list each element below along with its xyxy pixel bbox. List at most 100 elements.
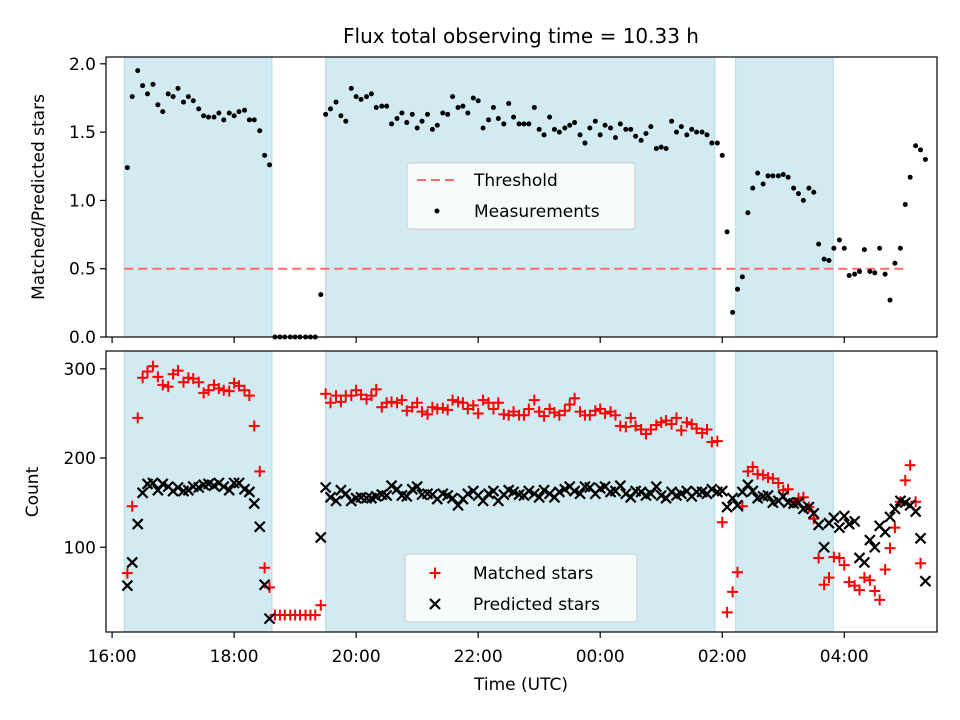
predicted-point xyxy=(228,477,240,489)
measurement-point xyxy=(460,103,466,109)
matched-point xyxy=(345,390,357,402)
predicted-point xyxy=(833,521,846,534)
legend-measurements-swatch xyxy=(434,208,440,214)
top-x-ticks xyxy=(111,337,845,343)
matched-point xyxy=(833,552,845,564)
measurement-point xyxy=(490,105,496,111)
predicted-point xyxy=(838,510,851,522)
matched-point xyxy=(487,403,499,415)
matched-point xyxy=(675,424,687,436)
matched-point xyxy=(335,396,347,408)
measurement-point xyxy=(185,94,191,100)
predicted-point xyxy=(858,556,871,569)
matched-point xyxy=(559,405,571,417)
measurement-point xyxy=(414,125,420,131)
matched-point xyxy=(701,424,713,436)
measurement-point xyxy=(816,241,822,247)
matched-point xyxy=(396,394,408,406)
measurement-point xyxy=(709,140,715,146)
measurement-point xyxy=(196,106,202,112)
x-tick-label: 20:00 xyxy=(332,647,381,667)
matched-stars-series xyxy=(121,360,927,621)
measurement-point xyxy=(242,107,247,113)
top-y-axis-label: Matched/Predicted stars xyxy=(29,94,49,300)
predicted-point xyxy=(864,534,876,546)
top-legend: Threshold Measurements xyxy=(406,162,636,230)
matched-point xyxy=(472,407,484,419)
predicted-point xyxy=(385,479,398,492)
measurement-point xyxy=(821,256,827,262)
measurement-point xyxy=(831,245,837,251)
predicted-point xyxy=(248,497,261,510)
measurement-point xyxy=(617,121,623,127)
y-tick-label: 0.0 xyxy=(69,328,96,348)
matched-point xyxy=(818,579,830,591)
predicted-point xyxy=(172,481,184,494)
y-tick-label: 300 xyxy=(64,360,96,380)
x-tick-label: 00:00 xyxy=(576,647,625,667)
predicted-point xyxy=(574,487,586,500)
measurement-point xyxy=(628,126,634,132)
measurement-point xyxy=(902,202,908,208)
measurement-point xyxy=(745,210,751,216)
predicted-point xyxy=(401,490,413,503)
predicted-point xyxy=(731,499,744,512)
predicted-point xyxy=(914,532,927,545)
matched-point xyxy=(426,401,438,413)
measurement-point xyxy=(124,165,130,171)
predicted-point xyxy=(879,526,891,538)
matched-point xyxy=(492,397,504,409)
measurement-point xyxy=(150,81,156,87)
matched-point xyxy=(569,392,581,404)
matched-point xyxy=(864,574,876,586)
predicted-point xyxy=(324,491,337,504)
measurement-point xyxy=(623,126,629,132)
matched-point xyxy=(483,397,495,409)
predicted-point xyxy=(319,481,332,494)
matched-point xyxy=(854,584,866,596)
measurement-point xyxy=(648,124,654,130)
measurement-point xyxy=(425,111,431,117)
matched-point xyxy=(137,372,149,384)
measurement-point xyxy=(328,106,334,112)
top-plot-frame xyxy=(105,56,938,338)
measurement-point xyxy=(206,114,212,120)
measurement-point xyxy=(445,111,451,117)
measurement-point xyxy=(246,117,252,123)
predicted-point xyxy=(147,477,159,489)
predicted-point xyxy=(726,492,739,504)
matched-point xyxy=(884,542,896,554)
matched-point xyxy=(437,402,449,414)
predicted-point xyxy=(380,489,393,502)
measurement-point xyxy=(861,247,867,253)
bottom-legend-box xyxy=(404,553,638,623)
measurement-point xyxy=(780,171,786,177)
matched-point xyxy=(538,410,550,422)
matched-point xyxy=(320,388,332,400)
matched-point xyxy=(248,420,260,432)
measurement-point xyxy=(887,297,893,303)
matched-point xyxy=(422,408,434,420)
matched-point xyxy=(874,594,886,606)
predicted-point xyxy=(126,556,139,569)
bottom-legend: Matched stars Predicted stars xyxy=(404,553,638,623)
measurement-point xyxy=(531,105,537,111)
measurement-point xyxy=(465,110,471,116)
shaded-interval xyxy=(735,350,834,633)
measurement-point xyxy=(231,113,237,119)
matched-point xyxy=(609,409,621,421)
measurement-point xyxy=(480,125,486,131)
matched-point xyxy=(813,552,825,564)
top-legend-box xyxy=(406,162,636,230)
predicted-point xyxy=(746,485,759,497)
measurement-point xyxy=(495,115,501,121)
measurement-point xyxy=(694,129,700,135)
measurement-point xyxy=(348,85,354,91)
matched-point xyxy=(213,382,225,394)
matched-point xyxy=(370,383,382,395)
measurement-point xyxy=(129,94,135,100)
matched-point xyxy=(711,435,723,447)
measurement-point xyxy=(450,94,456,100)
measurement-point xyxy=(541,132,547,138)
matched-point xyxy=(330,390,342,402)
